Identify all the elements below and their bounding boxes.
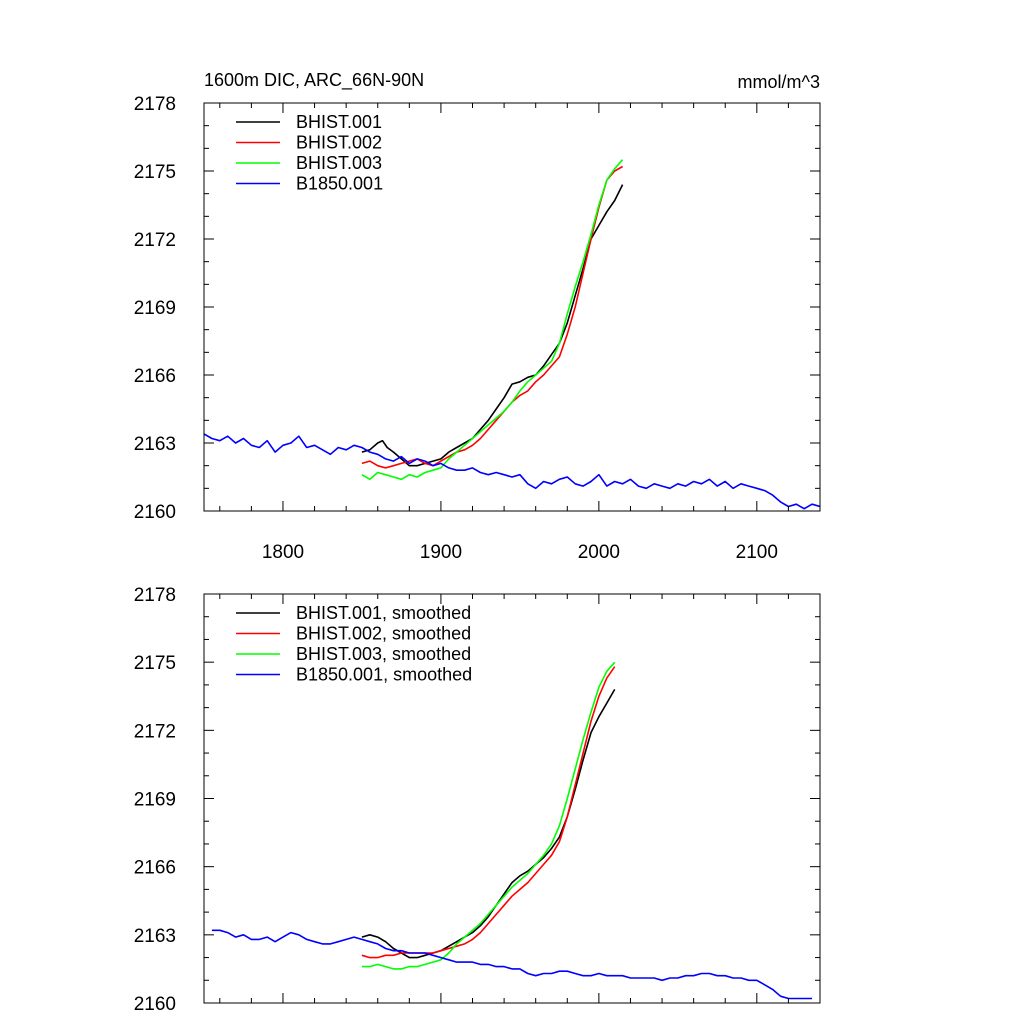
series-lines <box>211 661 813 1000</box>
y-tick-label: 2163 <box>134 434 176 455</box>
x-tick-label: 1900 <box>420 542 462 563</box>
y-tick-label: 2169 <box>134 790 176 811</box>
x-tick-label: 1800 <box>262 542 304 563</box>
legend-label: BHIST.001, smoothed <box>296 603 471 623</box>
series-line-3 <box>204 433 820 510</box>
series-line-2 <box>361 661 616 970</box>
legend-label: B1850.001, smoothed <box>296 665 472 685</box>
y-tick-label: 2166 <box>134 858 176 879</box>
ticks <box>204 102 821 512</box>
units-label: mmol/m^3 <box>738 72 820 92</box>
legend-label: B1850.001 <box>296 174 383 194</box>
bottom-panel: 2160 2163 2166 2169 2172 2175 2178 BHIST.001, s… <box>134 585 821 1015</box>
y-tick-label: 2178 <box>134 585 176 606</box>
series-line-0 <box>361 184 624 467</box>
y-tick-label: 2172 <box>134 721 176 742</box>
x-tick-label: 2000 <box>578 542 620 563</box>
y-tick-label: 2169 <box>134 298 176 319</box>
legend-label: BHIST.002 <box>296 133 382 153</box>
series-line-0 <box>361 689 616 959</box>
y-tick-label: 2166 <box>134 366 176 387</box>
legend-label: BHIST.001 <box>296 112 382 132</box>
series-line-3 <box>211 929 813 1000</box>
legend-label: BHIST.002, smoothed <box>296 624 471 644</box>
x-tick-label: 2100 <box>736 542 778 563</box>
chart-title: 1600m DIC, ARC_66N-90N <box>204 70 424 91</box>
series-line-1 <box>361 666 616 959</box>
y-tick-label: 2160 <box>134 994 176 1015</box>
y-tick-label: 2163 <box>134 926 176 947</box>
series-line-2 <box>361 159 624 481</box>
series-line-1 <box>361 165 623 469</box>
y-tick-label: 2175 <box>134 653 176 674</box>
top-panel: 2160 2163 2166 2169 2172 2175 2178 1800 1900 2000… <box>134 70 821 563</box>
y-tick-label: 2172 <box>134 230 176 251</box>
y-tick-label: 2160 <box>134 502 176 523</box>
legend-label: BHIST.003, smoothed <box>296 644 471 664</box>
y-tick-label: 2178 <box>134 94 176 115</box>
legend-label: BHIST.003 <box>296 153 382 173</box>
y-tick-label: 2175 <box>134 162 176 183</box>
series-lines <box>204 159 820 510</box>
ticks <box>204 593 821 1004</box>
